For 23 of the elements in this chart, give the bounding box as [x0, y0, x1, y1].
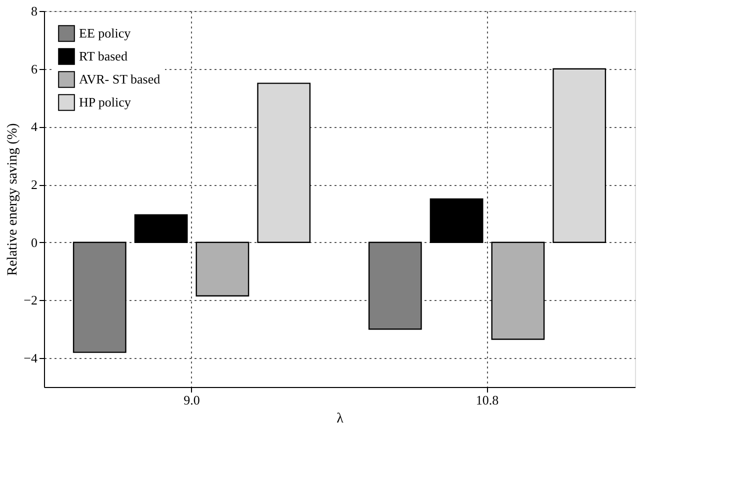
- legend-label: RT based: [79, 48, 128, 64]
- y-tick-label: 0: [31, 234, 38, 250]
- bar: [430, 198, 484, 243]
- bar: [368, 242, 422, 330]
- y-tick-label: 6: [31, 61, 38, 76]
- bar: [196, 242, 250, 296]
- bar: [491, 242, 545, 340]
- x-axis-title: λ: [336, 412, 344, 426]
- x-tick-label: 9.0: [184, 392, 200, 408]
- y-tick-label: 8: [31, 4, 38, 18]
- legend-label: AVR- ST based: [79, 72, 161, 86]
- y-tick-label: −4: [24, 350, 38, 366]
- legend-label: EE policy: [79, 26, 132, 40]
- bar: [257, 82, 311, 243]
- x-tick-label: 10.8: [476, 392, 499, 408]
- y-axis-title: Relative energy saving (%): [6, 122, 21, 276]
- bar: [134, 214, 188, 243]
- bar: [552, 68, 606, 243]
- y-tick-label: −2: [24, 292, 38, 308]
- bar: [72, 242, 126, 353]
- y-tick-label: 4: [31, 119, 38, 134]
- legend-label: HP policy: [79, 94, 132, 110]
- y-tick-label: 2: [31, 177, 38, 192]
